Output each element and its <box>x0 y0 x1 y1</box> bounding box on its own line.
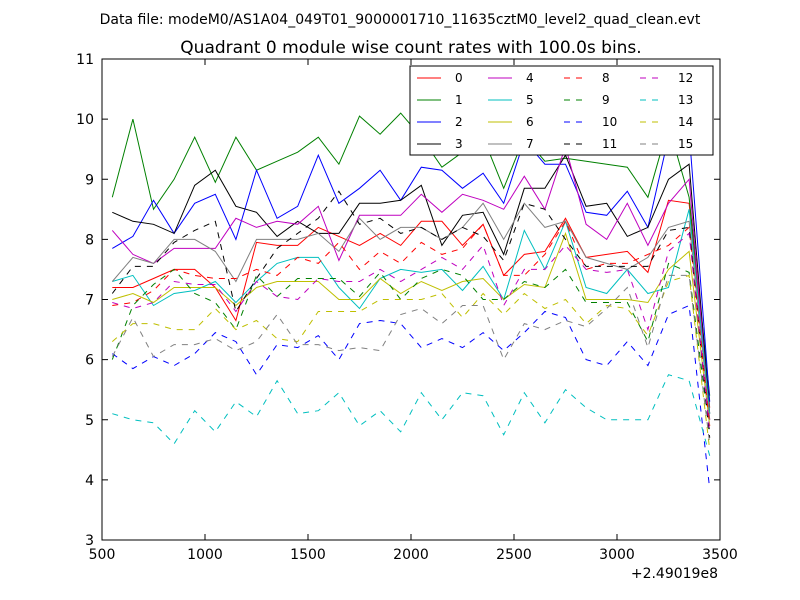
series-line-7 <box>111 202 711 420</box>
legend-label-6: 6 <box>526 115 534 129</box>
y-tick-label: 11 <box>76 52 94 68</box>
legend-label-8: 8 <box>602 71 610 85</box>
y-tick-label: 7 <box>85 293 94 309</box>
legend-label-7: 7 <box>526 137 534 151</box>
legend-label-2: 2 <box>455 115 463 129</box>
legend-label-1: 1 <box>455 93 463 107</box>
x-tick-label: 2500 <box>496 547 532 563</box>
legend-label-4: 4 <box>526 71 534 85</box>
x-tick-label: 3500 <box>702 547 738 563</box>
series-line-9 <box>111 262 711 432</box>
y-tick-label: 4 <box>85 473 94 489</box>
series-line-4 <box>111 144 711 420</box>
x-tick-label: 1000 <box>187 547 223 563</box>
series-line-10 <box>112 304 711 489</box>
legend-label-5: 5 <box>526 93 534 107</box>
y-tick-label: 5 <box>85 413 94 429</box>
legend-label-9: 9 <box>602 93 610 107</box>
series-layer <box>111 112 711 489</box>
x-tick-label: 500 <box>89 547 116 563</box>
legend-label-0: 0 <box>455 71 463 85</box>
series-line-12 <box>112 232 711 432</box>
chart-title: Quadrant 0 module wise count rates with … <box>180 38 641 58</box>
y-tick-label: 8 <box>85 232 94 248</box>
x-tick-label: 1500 <box>290 547 326 563</box>
x-offset-label: +2.49019e8 <box>631 566 718 582</box>
y-tick-label: 10 <box>76 112 94 128</box>
series-line-6 <box>112 231 711 426</box>
series-line-14 <box>111 274 711 450</box>
series-line-2 <box>112 130 711 402</box>
y-tick-label: 6 <box>85 353 94 369</box>
suptitle: Data file: modeM0/AS1A04_049T01_90000017… <box>100 12 701 28</box>
series-line-11 <box>111 190 711 438</box>
series-line-5 <box>112 209 711 414</box>
y-tick-label: 9 <box>85 172 94 188</box>
legend-label-15: 15 <box>678 137 693 151</box>
legend-label-13: 13 <box>678 93 693 107</box>
legend-label-14: 14 <box>678 115 693 129</box>
series-line-0 <box>112 199 711 408</box>
legend-box <box>409 65 714 156</box>
series-line-13 <box>112 374 711 456</box>
series-line-8 <box>112 220 711 426</box>
legend-label-3: 3 <box>455 137 463 151</box>
x-tick-label: 3000 <box>599 547 635 563</box>
legend-label-10: 10 <box>602 115 617 129</box>
legend-label-11: 11 <box>602 137 617 151</box>
y-tick-label: 3 <box>85 533 94 549</box>
x-tick-label: 2000 <box>393 547 429 563</box>
series-line-3 <box>112 154 711 414</box>
legend-label-12: 12 <box>678 71 693 85</box>
series-line-15 <box>111 274 711 444</box>
